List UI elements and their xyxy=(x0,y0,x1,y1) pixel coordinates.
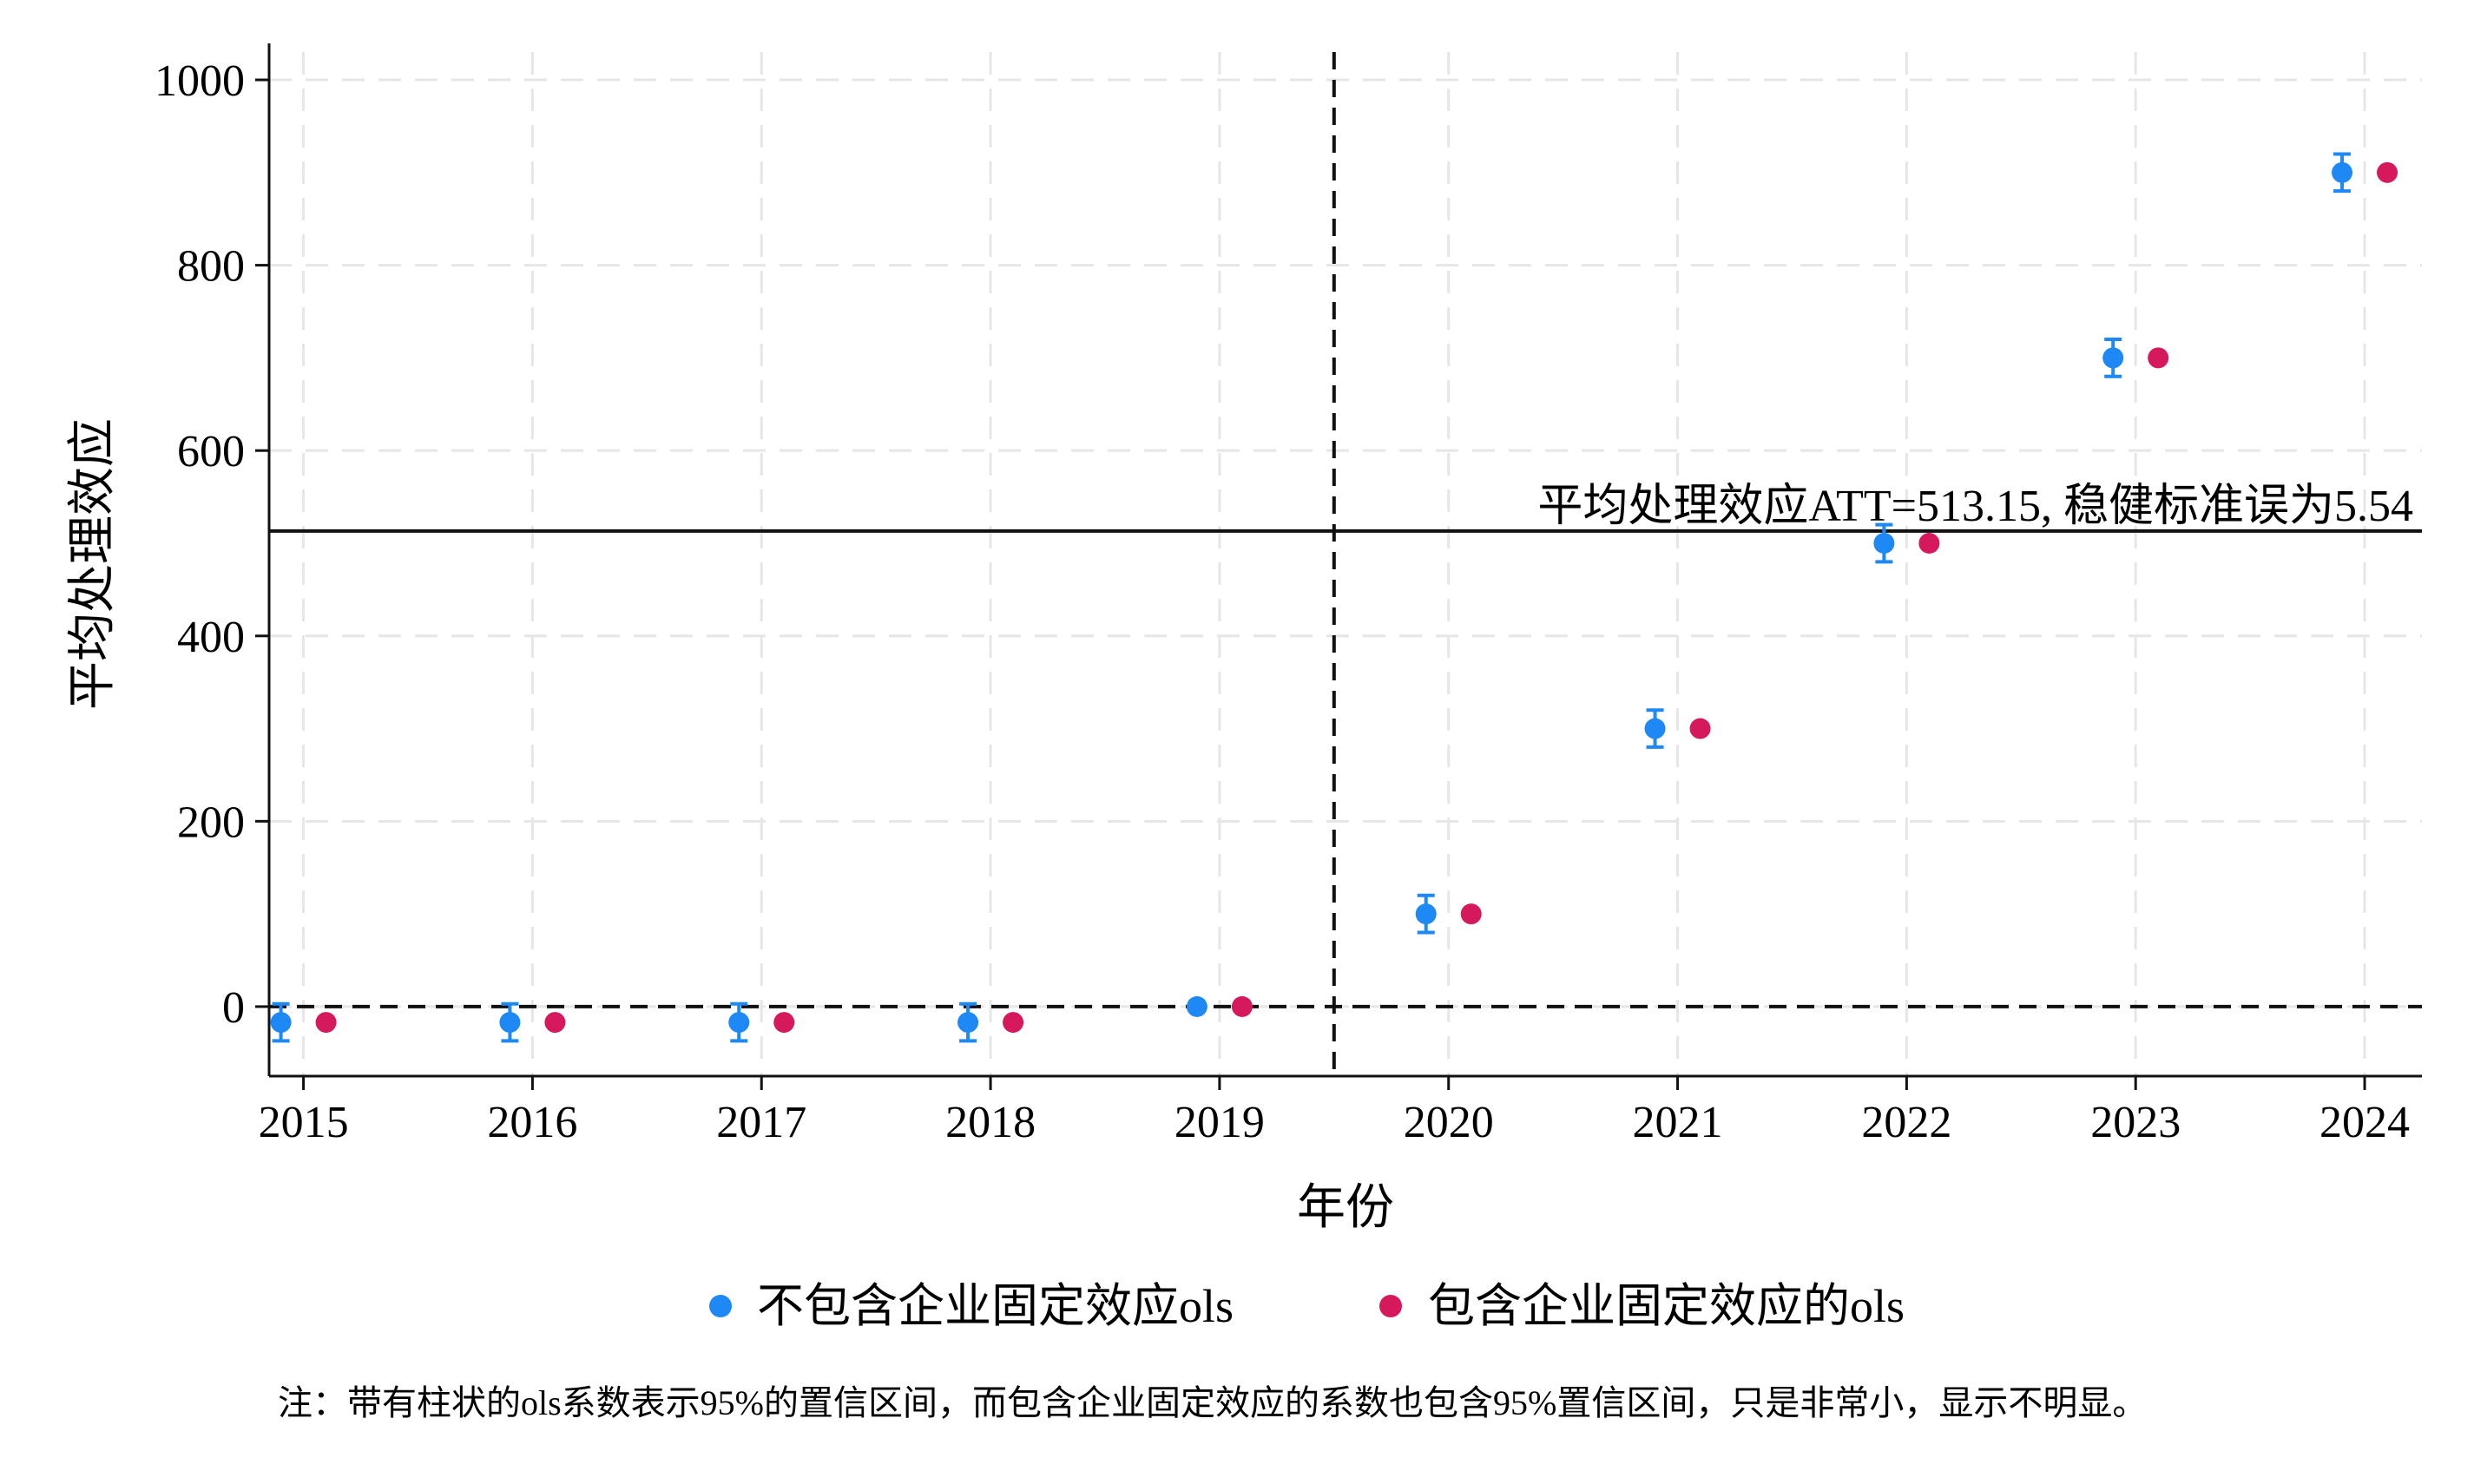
x-tick-label-2018: 2018 xyxy=(945,1098,1036,1147)
point-series-2-2019 xyxy=(1231,995,1253,1017)
x-tick-label-2021: 2021 xyxy=(1633,1098,1723,1147)
legend-marker-series-2 xyxy=(1379,1295,1402,1317)
point-series-2-2022 xyxy=(1918,532,1940,554)
point-series-1-2023 xyxy=(2102,347,2124,369)
legend-marker-series-1 xyxy=(709,1295,732,1317)
y-tick-label-0: 0 xyxy=(222,983,245,1033)
x-tick-label-2019: 2019 xyxy=(1174,1098,1265,1147)
legend: 不包含企业固定效应ols 包含企业固定效应的ols xyxy=(709,1280,1905,1332)
point-series-2-2021 xyxy=(1689,718,1711,739)
grid-lines xyxy=(269,52,2422,1076)
point-series-1-2017 xyxy=(728,1012,750,1034)
x-tick-label-2017: 2017 xyxy=(716,1098,806,1147)
x-axis-title: 年份 xyxy=(1297,1181,1394,1235)
y-tick-label-600: 600 xyxy=(177,427,245,476)
y-axis-title: 平均处理效应 xyxy=(66,418,120,710)
point-series-1-2020 xyxy=(1415,903,1437,925)
att-annotation: 平均处理效应ATT=513.15, 稳健标准误为5.54 xyxy=(1537,482,2413,531)
point-series-2-2020 xyxy=(1460,903,1482,925)
data-marks xyxy=(270,152,2398,1043)
tick-labels: 0 200 400 600 800 1000 2015 2016 2017 2018 2019 202… xyxy=(155,56,2410,1147)
footnote: 注：带有柱状的ols系数表示95%的置信区间，而包含企业固定效应的系数也包含95… xyxy=(278,1383,2147,1422)
point-series-2-2018 xyxy=(1003,1012,1024,1034)
legend-label-series-2: 包含企业固定效应的ols xyxy=(1428,1280,1905,1332)
y-tick-label-800: 800 xyxy=(177,242,245,292)
point-series-1-2024 xyxy=(2332,161,2353,183)
point-series-1-2016 xyxy=(499,1012,521,1034)
point-series-2-2017 xyxy=(773,1012,795,1034)
y-tick-label-1000: 1000 xyxy=(155,56,245,106)
point-series-2-2023 xyxy=(2148,347,2169,369)
point-series-1-2019 xyxy=(1186,995,1207,1017)
x-tick-label-2015: 2015 xyxy=(259,1098,349,1147)
point-series-1-2018 xyxy=(957,1012,979,1034)
x-tick-label-2024: 2024 xyxy=(2319,1098,2410,1147)
point-series-2-2016 xyxy=(544,1012,566,1034)
x-tick-label-2016: 2016 xyxy=(487,1098,577,1147)
point-series-2-2015 xyxy=(315,1012,337,1034)
x-tick-label-2022: 2022 xyxy=(1861,1098,1951,1147)
point-series-1-2021 xyxy=(1644,718,1666,739)
legend-label-series-1: 不包含企业固定效应ols xyxy=(757,1280,1234,1332)
axes xyxy=(255,43,2422,1090)
point-series-2-2024 xyxy=(2377,161,2398,183)
point-series-1-2022 xyxy=(1873,532,1895,554)
x-tick-label-2023: 2023 xyxy=(2090,1098,2181,1147)
y-tick-label-400: 400 xyxy=(177,613,245,662)
x-tick-label-2020: 2020 xyxy=(1404,1098,1494,1147)
point-series-1-2015 xyxy=(270,1012,292,1034)
y-tick-label-200: 200 xyxy=(177,798,245,847)
reference-lines xyxy=(269,52,2422,1076)
